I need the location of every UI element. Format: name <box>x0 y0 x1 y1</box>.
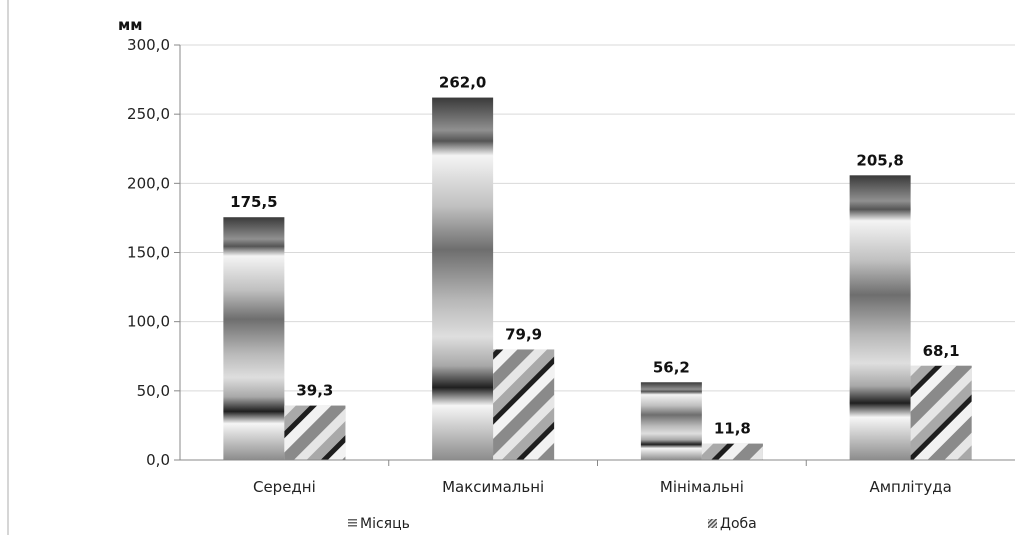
bar-day <box>284 405 346 460</box>
data-labels: 175,5 39,3 262,0 79,9 56,2 11,8 205,8 68,1 <box>230 74 959 438</box>
legend-item-day: Доба <box>708 516 757 532</box>
x-category-label: Мінімальні <box>660 478 744 496</box>
gridlines <box>180 44 1015 392</box>
y-tick-label: 150,0 <box>127 244 170 262</box>
horizontal-lines-icon <box>348 519 357 528</box>
bar-month <box>849 175 911 460</box>
x-category-label: Максимальні <box>442 478 544 496</box>
y-tick-label: 200,0 <box>127 174 170 192</box>
data-label-day: 79,9 <box>505 325 542 343</box>
x-category-label: Амплітуда <box>869 478 951 496</box>
legend-label-day: Доба <box>720 516 757 532</box>
bar-month <box>640 382 702 460</box>
bar-day <box>910 365 972 460</box>
legend: Місяць Доба <box>348 516 757 532</box>
data-label-month: 205,8 <box>856 151 903 169</box>
y-tick-label: 300,0 <box>127 36 170 54</box>
legend-item-month: Місяць <box>348 516 410 532</box>
bar-day <box>493 349 555 460</box>
legend-label-month: Місяць <box>360 516 410 532</box>
bars <box>223 97 972 461</box>
bar-day <box>701 443 763 460</box>
y-tick-label: 250,0 <box>127 105 170 123</box>
x-category-label: Середні <box>253 478 316 496</box>
y-tick-label: 0,0 <box>146 451 170 469</box>
bar-month <box>223 217 285 460</box>
data-label-day: 68,1 <box>923 342 960 360</box>
y-axis-unit-label: мм <box>118 16 143 34</box>
x-axis-categories: Середні Максимальні Мінімальні Амплітуда <box>253 478 952 496</box>
data-label-month: 56,2 <box>653 358 690 376</box>
data-label-day: 11,8 <box>714 420 751 438</box>
bar-month <box>432 97 494 461</box>
data-label-month: 262,0 <box>439 74 486 92</box>
y-tick-label: 100,0 <box>127 313 170 331</box>
data-label-day: 39,3 <box>296 382 333 400</box>
diagonal-hatch-icon <box>708 519 717 528</box>
data-label-month: 175,5 <box>230 193 277 211</box>
y-tick-label: 50,0 <box>137 382 170 400</box>
y-axis-ticks: 0,0 50,0 100,0 150,0 200,0 250,0 300,0 <box>127 36 170 469</box>
axes <box>174 44 1015 466</box>
